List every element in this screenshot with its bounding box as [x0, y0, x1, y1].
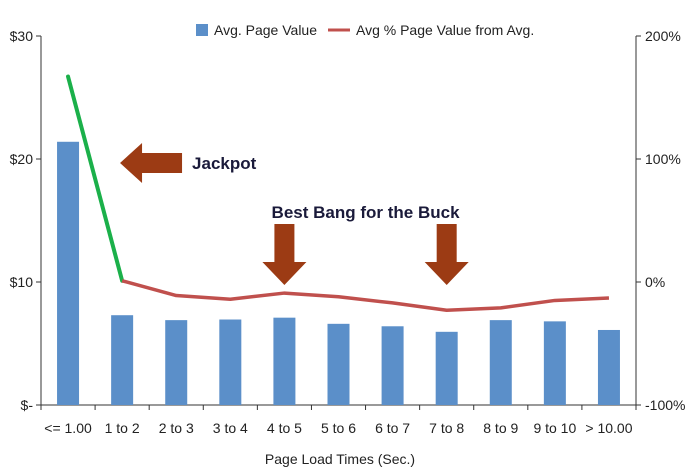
x-tick-label: 2 to 3 — [159, 420, 194, 436]
bar — [111, 315, 134, 405]
line-path — [121, 279, 610, 313]
bar — [543, 321, 566, 405]
legend-swatch-bar — [196, 24, 208, 36]
x-tick-label: 4 to 5 — [267, 420, 302, 436]
y-tick-label: $- — [21, 397, 34, 413]
annotations: Jackpot Best Bang for the Buck — [120, 143, 469, 285]
annotation-jackpot: Jackpot — [192, 154, 257, 173]
x-axis-title: Page Load Times (Sec.) — [265, 451, 415, 467]
line-series — [66, 74, 610, 313]
arrow-left-jackpot — [120, 143, 183, 183]
x-tick-label: 8 to 9 — [483, 420, 518, 436]
y2-tick-label: 100% — [645, 151, 681, 167]
y-tick-label: $20 — [10, 151, 34, 167]
bars — [57, 141, 620, 405]
bar — [327, 323, 350, 405]
y-tick-label: $10 — [10, 274, 34, 290]
x-tick-label: <= 1.00 — [44, 420, 92, 436]
bar — [381, 326, 404, 405]
x-tick-label: > 10.00 — [585, 420, 632, 436]
bar — [57, 141, 80, 405]
y-tick-label: $30 — [10, 28, 34, 44]
y2-tick-label: 200% — [645, 28, 681, 44]
axes: $- $10 $20 $30 -100% 0% 100% 200% <= 1.00 1 to 2 2… — [10, 28, 686, 436]
bar — [219, 319, 242, 405]
legend-label-line: Avg % Page Value from Avg. — [356, 22, 534, 38]
y2-tick-label: -100% — [645, 397, 685, 413]
bar — [597, 329, 620, 405]
bar — [489, 320, 512, 405]
annotation-best-bang: Best Bang for the Buck — [272, 203, 461, 222]
x-tick-label: 1 to 2 — [105, 420, 140, 436]
legend: Avg. Page Value Avg % Page Value from Av… — [196, 22, 534, 38]
x-tick-label: 6 to 7 — [375, 420, 410, 436]
y2-tick-label: 0% — [645, 274, 665, 290]
x-tick-label: 5 to 6 — [321, 420, 356, 436]
line-segment-highlight — [66, 74, 125, 283]
x-tick-label: 9 to 10 — [533, 420, 576, 436]
bar — [435, 331, 458, 405]
arrow-down-best-bang — [262, 224, 307, 285]
legend-label-bar: Avg. Page Value — [214, 22, 317, 38]
bar — [273, 317, 296, 405]
arrow-down-best-bang — [424, 224, 469, 285]
x-tick-label: 7 to 8 — [429, 420, 464, 436]
bar — [165, 320, 188, 405]
x-tick-label: 3 to 4 — [213, 420, 248, 436]
